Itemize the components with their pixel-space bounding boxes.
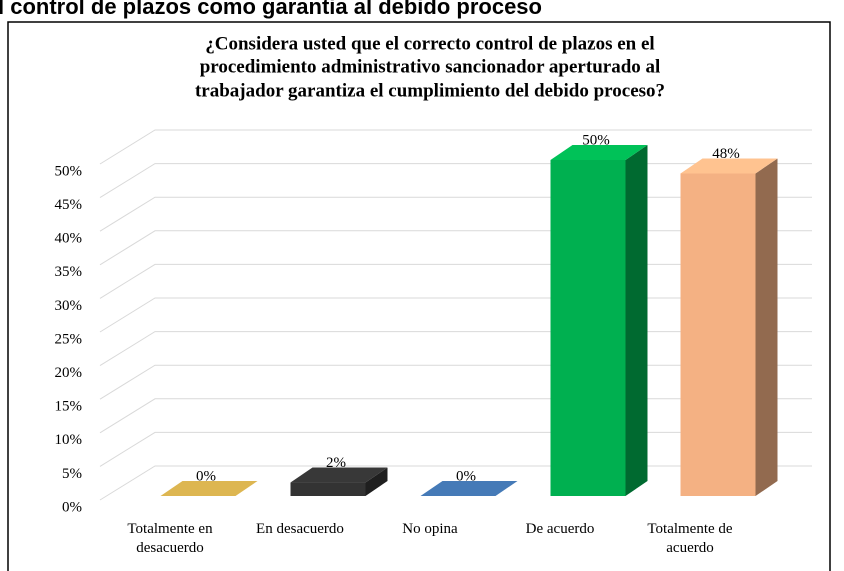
y-tick-label: 25% (55, 331, 83, 347)
bar (290, 482, 366, 496)
x-tick-label: Totalmente de acuerdo (647, 521, 733, 556)
bar-top (550, 145, 648, 160)
bar (680, 173, 756, 496)
bar-top (160, 481, 258, 496)
y-tick-label: 35% (55, 264, 83, 280)
y-tick-label: 0% (62, 499, 82, 515)
grid-line (99, 129, 812, 165)
page-heading: l control de plazos como garantia al deb… (0, 0, 542, 19)
bar-top (420, 481, 518, 496)
y-tick-label: 50% (55, 163, 83, 179)
bar (550, 160, 626, 496)
value-label: 50% (582, 132, 610, 148)
y-tick-label: 40% (55, 231, 83, 247)
bar-top (680, 158, 778, 174)
y-tick-label: 20% (55, 365, 83, 381)
value-label: 2% (326, 455, 346, 471)
chart-title: ¿Considera usted que el correcto control… (205, 33, 654, 54)
chart-title: trabajador garantiza el cumplimiento del… (195, 80, 665, 101)
x-tick-label: No opina (402, 521, 458, 537)
value-label: 0% (456, 468, 476, 484)
chart-title: procedimiento administrativo sancionador… (200, 56, 661, 77)
y-tick-label: 5% (62, 466, 82, 482)
bar-side (755, 158, 778, 496)
y-tick-label: 30% (55, 298, 83, 314)
y-tick-label: 45% (55, 197, 83, 213)
y-tick-label: 10% (55, 432, 83, 448)
x-tick-label: De acuerdo (525, 521, 595, 537)
value-label: 48% (712, 146, 740, 162)
x-tick-label: En desacuerdo (256, 521, 344, 537)
x-tick-label: Totalmente en desacuerdo (127, 521, 213, 556)
bar-side (365, 467, 388, 496)
value-label: 0% (196, 468, 216, 484)
bar-side (625, 145, 648, 496)
bar-top (290, 467, 388, 483)
y-tick-label: 15% (55, 399, 83, 415)
